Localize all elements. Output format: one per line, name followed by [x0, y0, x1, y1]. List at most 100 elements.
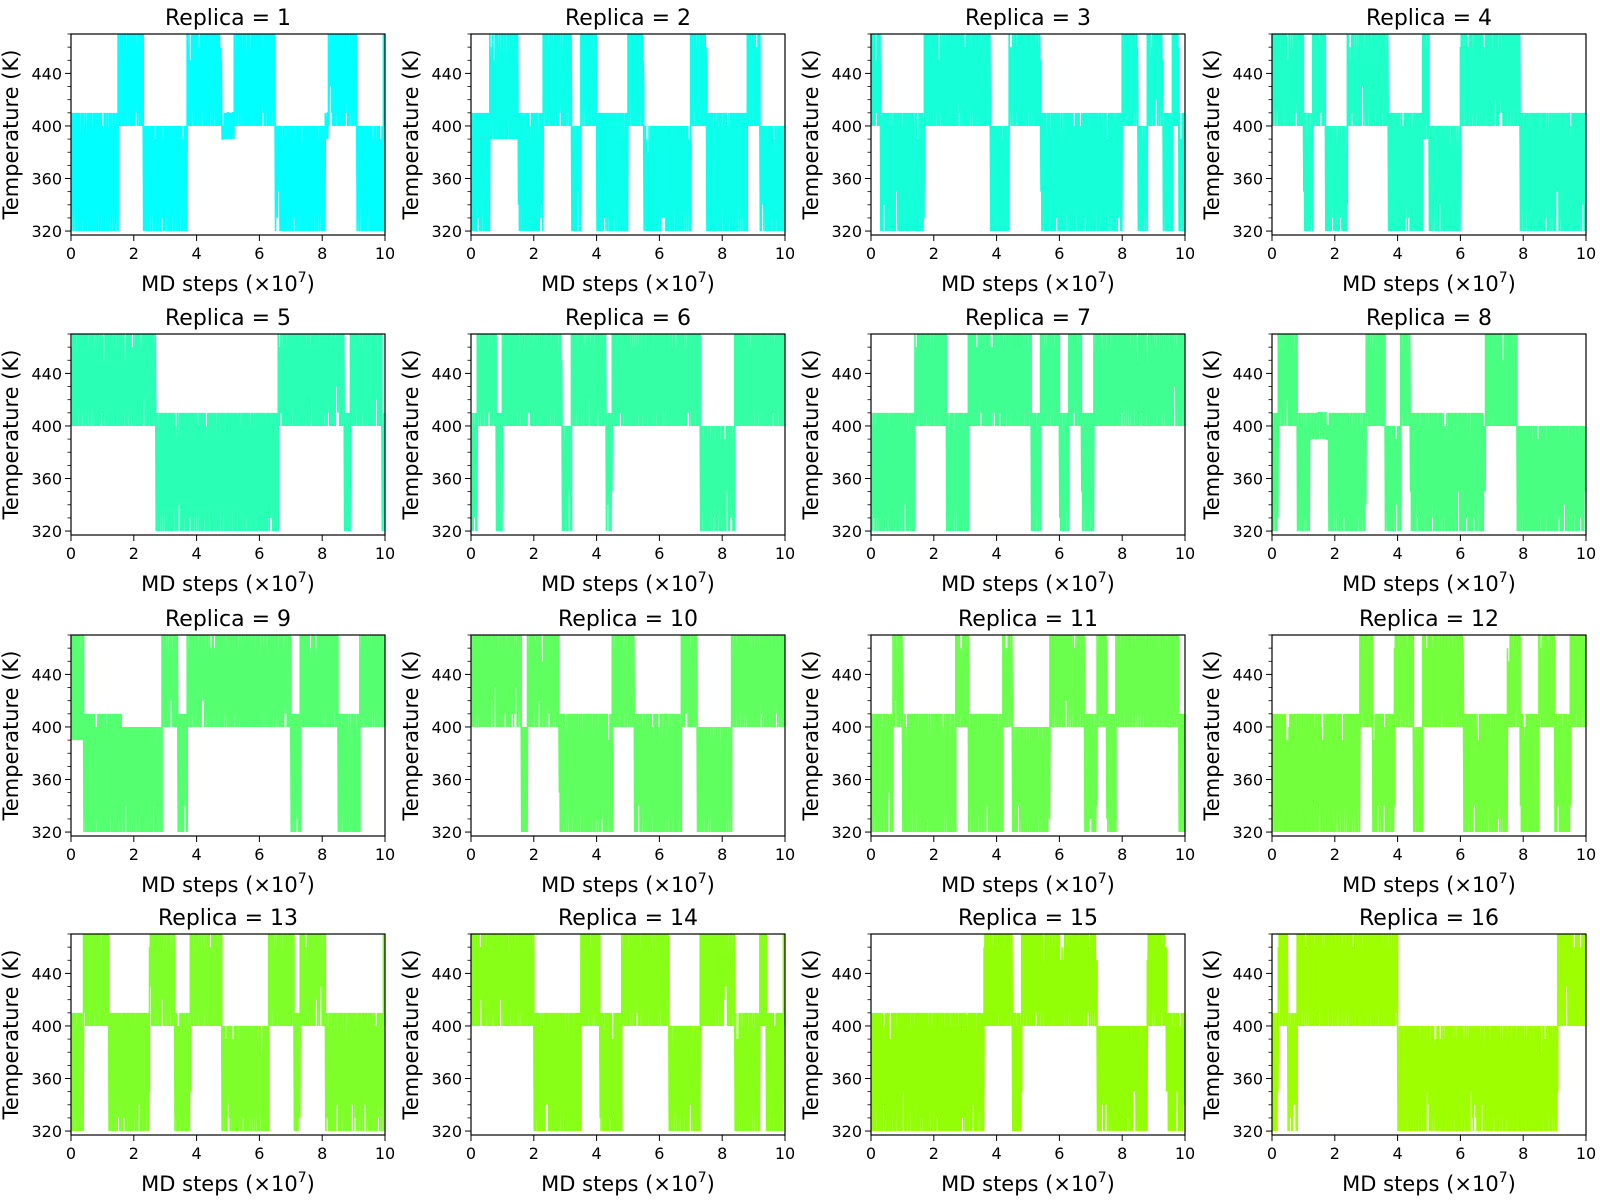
x-tick-label: 10 — [1576, 1144, 1596, 1163]
x-axis-label-base: MD steps (×10 — [141, 272, 298, 296]
y-tick-label: 440 — [31, 364, 62, 383]
x-axis-label-exponent: 7 — [698, 570, 707, 586]
x-tick-label: 10 — [1576, 244, 1596, 263]
y-axis-label: Temperature (K) — [799, 651, 823, 822]
y-tick-label: 440 — [431, 364, 462, 383]
plot-frame — [870, 333, 1186, 536]
panel-title: Replica = 15 — [958, 906, 1098, 931]
x-tick-label: 0 — [66, 244, 76, 263]
panel-title: Replica = 11 — [958, 607, 1098, 632]
plot-frame — [70, 933, 386, 1136]
x-axis-label-base: MD steps (×10 — [541, 1172, 698, 1196]
x-axis-label-base: MD steps (×10 — [141, 873, 298, 897]
panel-10: Replica = 10 0 2 4 6 8 10 320 360 400 440 MD steps … — [399, 607, 795, 897]
y-tick-label: 320 — [431, 222, 462, 241]
plot-frame — [870, 634, 1186, 837]
plot-frame — [1271, 333, 1587, 536]
x-tick-label: 8 — [717, 544, 727, 563]
x-tick-label: 6 — [654, 244, 664, 263]
x-axis-label-base: MD steps (×10 — [1342, 1172, 1499, 1196]
x-axis-label-base: MD steps (×10 — [941, 572, 1098, 596]
x-tick-label: 4 — [192, 544, 202, 563]
x-tick-label: 4 — [992, 845, 1002, 864]
y-tick-label: 360 — [1232, 1070, 1263, 1089]
x-tick-label: 8 — [317, 1144, 327, 1163]
y-axis-label: Temperature (K) — [0, 651, 23, 822]
y-tick-label: 400 — [831, 117, 862, 136]
x-tick-label: 0 — [1267, 244, 1277, 263]
panel-title: Replica = 1 — [165, 6, 291, 31]
y-tick-label: 360 — [31, 470, 62, 489]
x-tick-label: 8 — [1518, 244, 1528, 263]
x-tick-label: 8 — [1518, 1144, 1528, 1163]
x-axis-label: MD steps (×107) — [1342, 871, 1516, 897]
y-tick-label: 400 — [431, 1017, 462, 1036]
y-axis-label: Temperature (K) — [399, 50, 423, 221]
x-axis-label-base: MD steps (×10 — [541, 272, 698, 296]
panel-title: Replica = 8 — [1366, 306, 1492, 331]
x-axis-label-exponent: 7 — [298, 1170, 307, 1186]
plot-frame — [1271, 33, 1587, 236]
x-axis-label-tail: ) — [707, 572, 715, 596]
x-tick-label: 0 — [866, 1144, 876, 1163]
panel-9: Replica = 9 0 2 4 6 8 10 320 360 400 440 MD steps (… — [0, 607, 395, 897]
x-tick-label: 10 — [1175, 845, 1195, 864]
plot-frame — [70, 333, 386, 536]
y-axis-label: Temperature (K) — [1200, 950, 1224, 1121]
panel-title: Replica = 12 — [1359, 607, 1499, 632]
panel-title: Replica = 14 — [558, 906, 698, 931]
y-tick-label: 320 — [831, 823, 862, 842]
x-tick-label: 6 — [1455, 845, 1465, 864]
temperature-series-line — [1272, 334, 1586, 532]
x-axis-label-exponent: 7 — [1098, 270, 1107, 286]
x-axis-label-tail: ) — [1107, 873, 1115, 897]
y-tick-label: 360 — [431, 1070, 462, 1089]
x-tick-label: 6 — [1455, 244, 1465, 263]
y-tick-label: 440 — [31, 665, 62, 684]
y-tick-label: 360 — [31, 771, 62, 790]
y-tick-label: 320 — [1232, 222, 1263, 241]
x-axis-label-base: MD steps (×10 — [541, 572, 698, 596]
x-tick-label: 6 — [654, 845, 664, 864]
y-tick-label: 320 — [831, 1122, 862, 1141]
x-tick-label: 6 — [254, 544, 264, 563]
y-tick-label: 400 — [831, 417, 862, 436]
x-axis-label-base: MD steps (×10 — [941, 873, 1098, 897]
x-tick-label: 6 — [1455, 1144, 1465, 1163]
y-axis-label: Temperature (K) — [399, 350, 423, 521]
y-tick-label: 320 — [1232, 823, 1263, 842]
x-tick-label: 10 — [375, 845, 395, 864]
panel-6: Replica = 6 0 2 4 6 8 10 320 360 400 440 MD steps (… — [399, 306, 795, 596]
x-tick-label: 4 — [1393, 544, 1403, 563]
panel-title: Replica = 7 — [965, 306, 1091, 331]
x-tick-label: 6 — [654, 1144, 664, 1163]
x-tick-label: 8 — [1117, 544, 1127, 563]
y-tick-label: 440 — [831, 64, 862, 83]
x-tick-label: 6 — [254, 845, 264, 864]
plot-frame — [470, 333, 786, 536]
temperature-series-line — [871, 34, 1185, 232]
y-tick-label: 400 — [431, 117, 462, 136]
y-axis-label: Temperature (K) — [0, 50, 23, 221]
x-tick-label: 6 — [1054, 544, 1064, 563]
y-axis-label: Temperature (K) — [799, 950, 823, 1121]
x-axis-label-exponent: 7 — [1098, 1170, 1107, 1186]
x-axis-label-base: MD steps (×10 — [941, 272, 1098, 296]
y-tick-label: 320 — [431, 522, 462, 541]
x-axis-label-tail: ) — [307, 873, 315, 897]
y-tick-label: 320 — [1232, 522, 1263, 541]
x-axis-label: MD steps (×107) — [941, 270, 1115, 296]
y-tick-label: 400 — [431, 417, 462, 436]
plot-frame — [870, 933, 1186, 1136]
panel-1: Replica = 1 0 2 4 6 8 10 320 360 400 440 MD steps (… — [0, 6, 395, 296]
x-tick-label: 4 — [992, 544, 1002, 563]
x-axis-label-tail: ) — [1107, 1172, 1115, 1196]
panel-title: Replica = 16 — [1359, 906, 1499, 931]
x-tick-label: 2 — [129, 1144, 139, 1163]
x-axis-label: MD steps (×107) — [141, 270, 315, 296]
y-tick-label: 440 — [31, 964, 62, 983]
plot-frame — [470, 933, 786, 1136]
x-tick-label: 10 — [375, 1144, 395, 1163]
x-tick-label: 0 — [1267, 1144, 1277, 1163]
